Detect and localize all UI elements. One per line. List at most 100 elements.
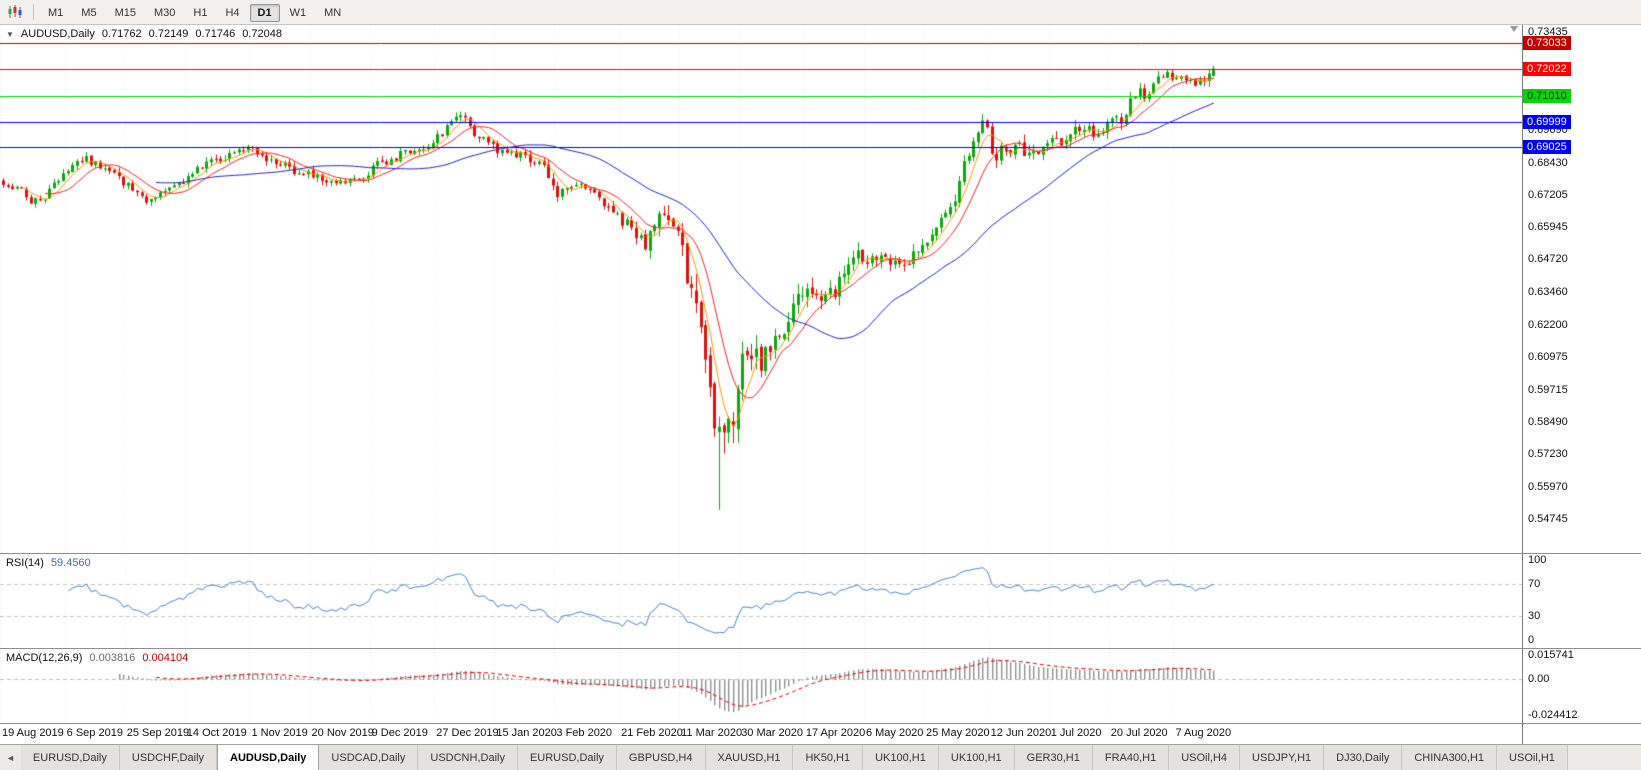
timeframe-button-m1[interactable]: M1 xyxy=(48,7,64,19)
timeframe-button-m30[interactable]: M30 xyxy=(153,7,176,19)
ohlc-close: 0.72048 xyxy=(242,28,282,40)
tab-china300-h1[interactable]: CHINA300,H1 xyxy=(1402,745,1498,770)
tab-usdcnh-daily[interactable]: USDCNH,Daily xyxy=(418,745,518,770)
date-axis-label: 1 Nov 2019 xyxy=(251,727,308,739)
price-axis-label: 0.62200 xyxy=(1528,318,1568,331)
date-axis[interactable]: 19 Aug 2019 6 Sep 2019 25 Sep 2019 14 Oct 2… xyxy=(0,724,1641,744)
price-level-badge: 0.69025 xyxy=(1523,140,1571,155)
date-axis-label: 20 Jul 2020 xyxy=(1110,727,1168,739)
date-axis-label: 12 Jun 2020 xyxy=(990,727,1052,739)
macd-label: MACD(12,26,9) xyxy=(6,652,83,664)
tab-dj30-daily[interactable]: DJ30,Daily xyxy=(1324,745,1403,770)
date-axis-label: 15 Jan 2020 xyxy=(496,727,557,739)
toolbar-separator xyxy=(33,4,34,20)
price-axis-label: 0.65945 xyxy=(1528,221,1568,234)
date-axis-label: 9 Dec 2019 xyxy=(371,727,428,739)
tab-xauusd-h1[interactable]: XAUUSD,H1 xyxy=(705,745,794,770)
timeframe-button-h4[interactable]: H4 xyxy=(225,7,240,19)
candlestick-chart-icon[interactable] xyxy=(4,3,26,21)
macd-axis[interactable]: 0.015741 0.00 -0.024412 xyxy=(1522,649,1641,723)
pane-separator xyxy=(0,723,1641,724)
rsi-value: 59.4560 xyxy=(50,557,91,569)
price-axis[interactable]: 0.73435 0.69690 0.68430 0.67205 0.65945 0.647… xyxy=(1522,25,1641,553)
macd-value-signal: 0.004104 xyxy=(142,652,189,664)
ohlc-low: 0.71746 xyxy=(195,28,236,40)
ohlc-high: 0.72149 xyxy=(148,28,189,40)
date-axis-label: 14 Oct 2019 xyxy=(186,727,247,739)
tab-gbpusd-h4[interactable]: GBPUSD,H4 xyxy=(616,745,706,770)
date-axis-label: 25 Sep 2019 xyxy=(126,727,190,739)
tab-usdjpy-h1[interactable]: USDJPY,H1 xyxy=(1240,745,1325,770)
chart-header: ▼ AUDUSD,Daily 0.71762 0.72149 0.71746 0… xyxy=(6,28,282,40)
tab-hk50-h1[interactable]: HK50,H1 xyxy=(793,745,864,770)
rsi-axis-label: 70 xyxy=(1528,578,1541,590)
tab-usdcad-daily[interactable]: USDCAD,Daily xyxy=(319,745,419,770)
rsi-indicator-pane: RSI(14) 59.4560 100 70 30 0 xyxy=(0,554,1641,648)
timeframe-button-m15[interactable]: M15 xyxy=(114,7,136,19)
main-chart-pane: ▼ AUDUSD,Daily 0.71762 0.72149 0.71746 0… xyxy=(0,25,1641,553)
tab-audusd-daily[interactable]: AUDUSD,Daily xyxy=(217,745,320,770)
pane-separator[interactable] xyxy=(0,648,1641,649)
rsi-chart-canvas[interactable] xyxy=(0,554,1522,648)
macd-chart-canvas[interactable] xyxy=(0,649,1522,723)
date-axis-label: 19 Aug 2019 xyxy=(2,727,64,739)
macd-value-main: 0.003816 xyxy=(89,652,136,664)
macd-header: MACD(12,26,9) 0.003816 0.004104 xyxy=(6,652,188,664)
date-axis-label: 7 Aug 2020 xyxy=(1175,727,1232,739)
price-level-badge: 0.71010 xyxy=(1523,88,1571,103)
chart-area: ▼ AUDUSD,Daily 0.71762 0.72149 0.71746 0… xyxy=(0,25,1641,744)
tab-usoil-h4[interactable]: USOil,H4 xyxy=(1169,745,1241,770)
tab-eurusd-daily[interactable]: EURUSD,Daily xyxy=(517,745,617,770)
price-axis-label: 0.59715 xyxy=(1528,383,1568,396)
price-level-badge: 0.73033 xyxy=(1523,35,1571,50)
date-axis-label: 11 Mar 2020 xyxy=(681,727,743,739)
date-axis-label: 6 Sep 2019 xyxy=(66,727,123,739)
tab-uk100-h1[interactable]: UK100,H1 xyxy=(938,745,1015,770)
price-axis-label: 0.67205 xyxy=(1528,188,1568,201)
tab-fra40-h1[interactable]: FRA40,H1 xyxy=(1092,745,1170,770)
collapse-indicator-icon[interactable]: ▼ xyxy=(6,29,14,39)
date-axis-label: 6 May 2020 xyxy=(865,727,924,739)
candlestick-chart-canvas[interactable] xyxy=(0,25,1522,553)
axis-corner xyxy=(1522,724,1641,744)
price-axis-label: 0.58490 xyxy=(1528,415,1568,428)
timeframe-button-h1[interactable]: H1 xyxy=(193,7,208,19)
timeframe-toolbar: M1 M5 M15 M30 H1 H4 D1 W1 MN xyxy=(0,0,1641,25)
rsi-axis-label: 30 xyxy=(1528,610,1541,622)
timeframe-button-m5[interactable]: M5 xyxy=(81,7,97,19)
candlestick-chart-glyph xyxy=(8,5,22,18)
tab-scroll-left-icon[interactable]: ◄ xyxy=(6,752,15,763)
timeframe-button-mn[interactable]: MN xyxy=(324,7,342,19)
tab-usdchf-daily[interactable]: USDCHF,Daily xyxy=(119,745,218,770)
macd-axis-label: 0.015741 xyxy=(1528,649,1574,661)
date-axis-label: 27 Dec 2019 xyxy=(436,727,499,739)
date-axis-label: 30 Mar 2020 xyxy=(741,727,803,739)
date-axis-label: 25 May 2020 xyxy=(926,727,990,739)
timeframe-button-d1[interactable]: D1 xyxy=(249,4,280,22)
price-axis-label: 0.73435 xyxy=(1528,26,1568,39)
price-level-badge: 0.69999 xyxy=(1523,114,1571,129)
date-axis-label: 3 Feb 2020 xyxy=(556,727,613,739)
rsi-axis[interactable]: 100 70 30 0 xyxy=(1522,554,1641,648)
macd-axis-label: -0.024412 xyxy=(1528,709,1578,721)
timeframe-button-w1[interactable]: W1 xyxy=(289,7,307,19)
ohlc-open: 0.71762 xyxy=(101,28,142,40)
rsi-label: RSI(14) xyxy=(6,557,44,569)
chart-shift-marker[interactable] xyxy=(1510,26,1518,32)
tab-ger30-h1[interactable]: GER30,H1 xyxy=(1014,745,1093,770)
price-axis-label: 0.57230 xyxy=(1528,448,1568,461)
tab-uk100-h1[interactable]: UK100,H1 xyxy=(863,745,939,770)
macd-axis-label: 0.00 xyxy=(1528,672,1550,685)
price-axis-label: 0.55970 xyxy=(1528,481,1568,494)
price-axis-label: 0.60975 xyxy=(1528,350,1568,363)
date-axis-label: 17 Apr 2020 xyxy=(805,727,866,739)
price-axis-label: 0.68430 xyxy=(1528,156,1568,169)
price-axis-label: 0.63460 xyxy=(1528,286,1568,299)
macd-indicator-pane: MACD(12,26,9) 0.003816 0.004104 0.015741… xyxy=(0,649,1641,723)
rsi-header: RSI(14) 59.4560 xyxy=(6,557,91,569)
pane-separator[interactable] xyxy=(0,553,1641,554)
tab-eurusd-daily[interactable]: EURUSD,Daily xyxy=(20,745,120,770)
price-level-badge: 0.72022 xyxy=(1523,62,1571,77)
rsi-axis-label: 0 xyxy=(1528,634,1535,646)
tab-usoil-h1[interactable]: USOil,H1 xyxy=(1497,745,1568,770)
